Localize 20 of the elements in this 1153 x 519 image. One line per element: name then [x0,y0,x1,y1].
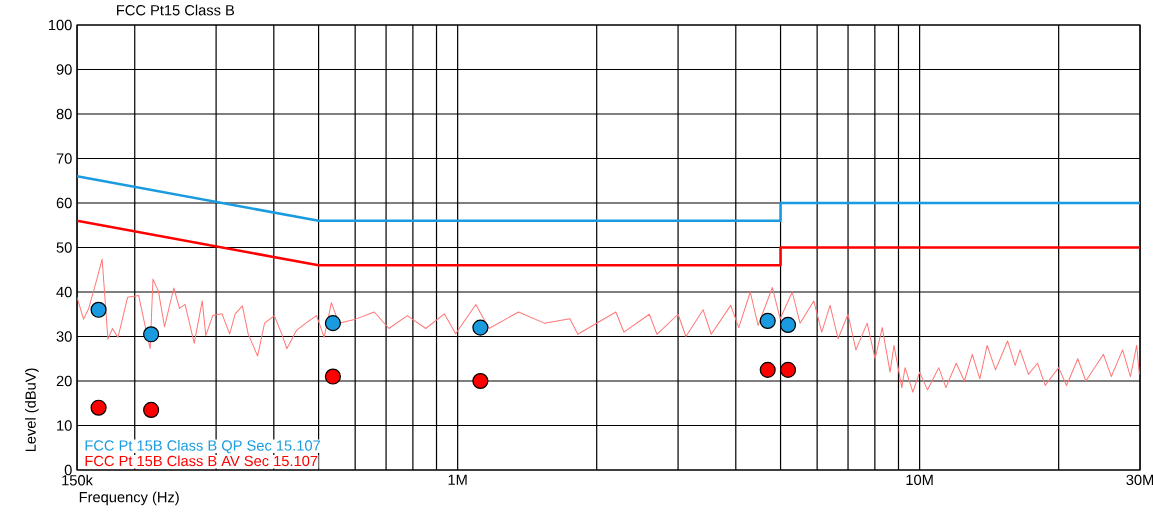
x-tick-label: 1M [448,474,467,485]
y-tick-label: 10 [57,420,72,431]
chart-title: FCC Pt15 Class B [117,4,235,16]
y-tick-label: 60 [56,197,72,209]
y-tick-label: 30 [56,331,72,342]
y-tick-label: 70 [56,153,72,164]
y-tick-label: 40 [56,286,72,298]
y-tick-label: 20 [56,375,72,387]
y-tick-label: 90 [56,64,72,75]
text: FCC Pt 15B Class B QP Sec 15.107 [85,439,320,454]
x-tick-label: 150k [62,474,93,486]
y-tick-label: 0 [64,464,72,476]
x-tick-label: 30M [1126,474,1153,486]
y-axis-title: Level (dBuV) [25,368,39,452]
x-tick-label: 10M [906,474,933,486]
text: FCC Pt 15B Class B AV Sec 15.107 [85,455,318,467]
y-tick-label: 100 [48,19,72,31]
y-tick-label: 50 [56,242,72,253]
y-tick-label: 80 [56,108,72,120]
x-axis-title: Frequency (Hz) [79,491,179,506]
